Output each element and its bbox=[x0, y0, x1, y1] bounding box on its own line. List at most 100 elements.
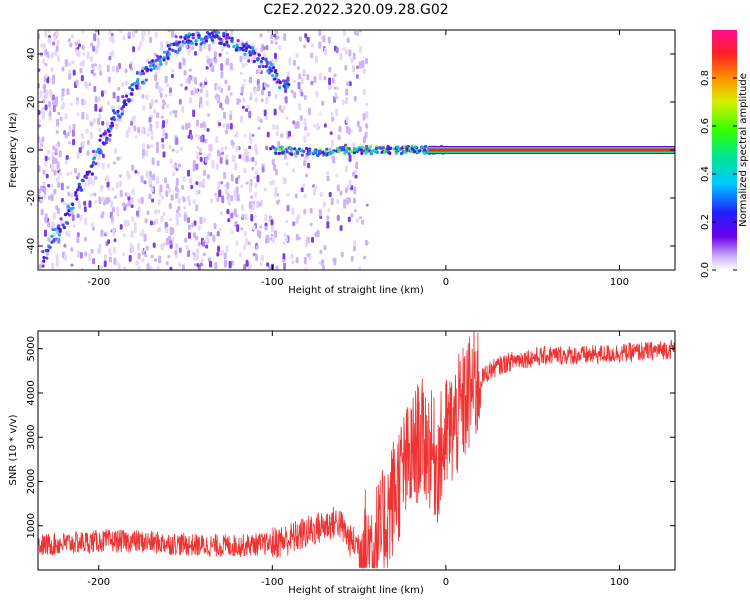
spectrogram-noise-cell bbox=[175, 150, 179, 154]
y-tick-label: 1000 bbox=[26, 513, 37, 538]
converging-trace-cell bbox=[300, 153, 304, 157]
spectrogram-noise-cell bbox=[86, 51, 90, 59]
spectrogram-noise-cell bbox=[227, 218, 231, 223]
curved-trace-cell bbox=[197, 35, 201, 40]
spectrogram-noise-cell bbox=[95, 46, 99, 54]
spectrogram-noise-cell bbox=[169, 266, 173, 270]
spectrogram-noise-cell bbox=[39, 90, 43, 99]
spectrogram-noise-cell bbox=[55, 143, 59, 148]
curved-trace-cell bbox=[94, 162, 98, 166]
converging-trace-cell bbox=[313, 149, 317, 153]
spectrogram-noise-cell bbox=[199, 45, 203, 52]
spectrogram-noise-cell bbox=[107, 100, 111, 106]
spectrogram-noise-cell bbox=[52, 212, 56, 220]
spectrogram-noise-cell bbox=[191, 75, 195, 82]
spectrogram-noise-cell bbox=[179, 146, 183, 152]
spectrogram-noise-cell bbox=[166, 83, 170, 88]
spectrogram-noise-cell bbox=[347, 216, 351, 223]
curved-trace-cell bbox=[211, 38, 215, 43]
spectrogram-noise-cell bbox=[141, 148, 145, 157]
converging-trace-cell bbox=[360, 151, 364, 155]
spectrogram-noise-cell bbox=[84, 252, 88, 257]
curved-trace-cell bbox=[283, 82, 287, 86]
spectrogram-noise-cell bbox=[57, 111, 61, 116]
spectrogram-noise-cell bbox=[156, 265, 160, 270]
curved-trace-cell bbox=[76, 188, 80, 192]
converging-trace-cell bbox=[410, 147, 414, 151]
spectrogram-noise-cell bbox=[131, 188, 135, 196]
curved-trace-cell bbox=[120, 112, 124, 116]
spectrogram-noise-cell bbox=[223, 259, 227, 268]
spectrogram-noise-cell bbox=[251, 202, 255, 211]
spectrogram-noise-cell bbox=[271, 237, 275, 244]
spectrogram-noise-cell bbox=[42, 58, 46, 65]
spectrogram-noise-cell bbox=[240, 204, 244, 211]
spectrogram-noise-cell bbox=[195, 235, 199, 241]
converging-trace-cell bbox=[285, 150, 289, 154]
spectrogram-noise-cell bbox=[92, 257, 96, 265]
spectrogram-noise-cell bbox=[273, 164, 277, 172]
spectrogram-noise-cell bbox=[65, 231, 69, 236]
spectrogram-noise-cell bbox=[55, 45, 59, 52]
spectrogram-noise-cell bbox=[80, 75, 84, 82]
spectrogram-noise-cell bbox=[154, 99, 158, 103]
spectrogram-noise-cell bbox=[105, 120, 109, 129]
spectrogram-noise-cell bbox=[89, 131, 93, 140]
spectrogram-noise-cell bbox=[99, 70, 103, 76]
spectrogram-noise-cell bbox=[43, 83, 47, 90]
converging-trace-cell bbox=[278, 147, 282, 151]
converging-trace-cell bbox=[281, 148, 285, 152]
curved-trace-cell bbox=[162, 58, 166, 62]
spectrogram-noise-cell bbox=[43, 193, 47, 199]
spectrogram-noise-cell bbox=[125, 203, 129, 207]
y-tick-label: -40 bbox=[26, 238, 37, 254]
spectrogram-noise-cell bbox=[141, 31, 145, 40]
spectrogram-noise-cell bbox=[169, 111, 173, 116]
curved-trace-cell bbox=[158, 59, 162, 64]
spectrogram-noise-cell bbox=[328, 191, 332, 198]
spectrogram-noise-cell bbox=[266, 83, 270, 88]
spectrogram-noise-cell bbox=[358, 46, 362, 54]
spectrogram-noise-cell bbox=[147, 126, 151, 132]
spectrogram-noise-cell bbox=[55, 204, 59, 210]
spectrogram-noise-cell bbox=[238, 154, 242, 159]
spectrogram-noise-cell bbox=[312, 188, 316, 196]
spectrogram-noise-cell bbox=[292, 120, 296, 125]
spectrogram-noise-cell bbox=[362, 135, 366, 144]
spectrogram-noise-cell bbox=[115, 181, 119, 189]
spectrogram-noise-cell bbox=[144, 253, 148, 258]
converging-trace-cell bbox=[413, 145, 418, 149]
spectrogram-noise-cell bbox=[143, 247, 147, 252]
spectrogram-noise-cell bbox=[187, 199, 191, 206]
spectrogram-noise-cell bbox=[187, 169, 191, 177]
spectrogram-noise-cell bbox=[248, 185, 252, 193]
spectrogram-noise-cell bbox=[67, 62, 71, 67]
curved-trace-cell bbox=[274, 73, 279, 78]
converging-trace-cell bbox=[302, 149, 306, 153]
y-tick-label: 2000 bbox=[26, 469, 37, 494]
spectrogram-noise-cell bbox=[40, 208, 44, 216]
spectrogram-noise-cell bbox=[137, 45, 141, 51]
spectrogram-noise-cell bbox=[162, 242, 166, 247]
spectrogram-noise-cell bbox=[181, 125, 185, 130]
colorbar-ticks: 0.0 0.2 0.4 0.6 0.8 bbox=[700, 70, 737, 278]
spectrogram-noise-cell bbox=[283, 233, 287, 237]
spectrogram-noise-cell bbox=[346, 81, 350, 87]
spectrogram-noise-cell bbox=[88, 82, 92, 86]
spectrogram-noise-cell bbox=[196, 248, 200, 255]
spectrogram-noise-cell bbox=[101, 153, 105, 159]
spectrogram-noise-cell bbox=[270, 225, 274, 233]
spectrogram-noise-cell bbox=[53, 35, 57, 41]
spectrogram-noise-cell bbox=[254, 182, 258, 188]
spectrogram-noise-cell bbox=[259, 33, 263, 38]
spectrogram-noise-cell bbox=[38, 194, 41, 203]
spectrogram-noise-cell bbox=[202, 252, 206, 257]
spectrogram-noise-cell bbox=[68, 124, 72, 132]
spectrogram-noise-cell bbox=[126, 170, 130, 177]
spectrogram-noise-cell bbox=[187, 76, 191, 84]
spectrogram-noise-cell bbox=[112, 91, 116, 99]
spectrogram-noise-cell bbox=[239, 71, 243, 76]
spectrogram-noise-cell bbox=[327, 208, 331, 213]
curved-trace-cell bbox=[75, 194, 79, 198]
curved-trace-cell bbox=[124, 94, 129, 98]
